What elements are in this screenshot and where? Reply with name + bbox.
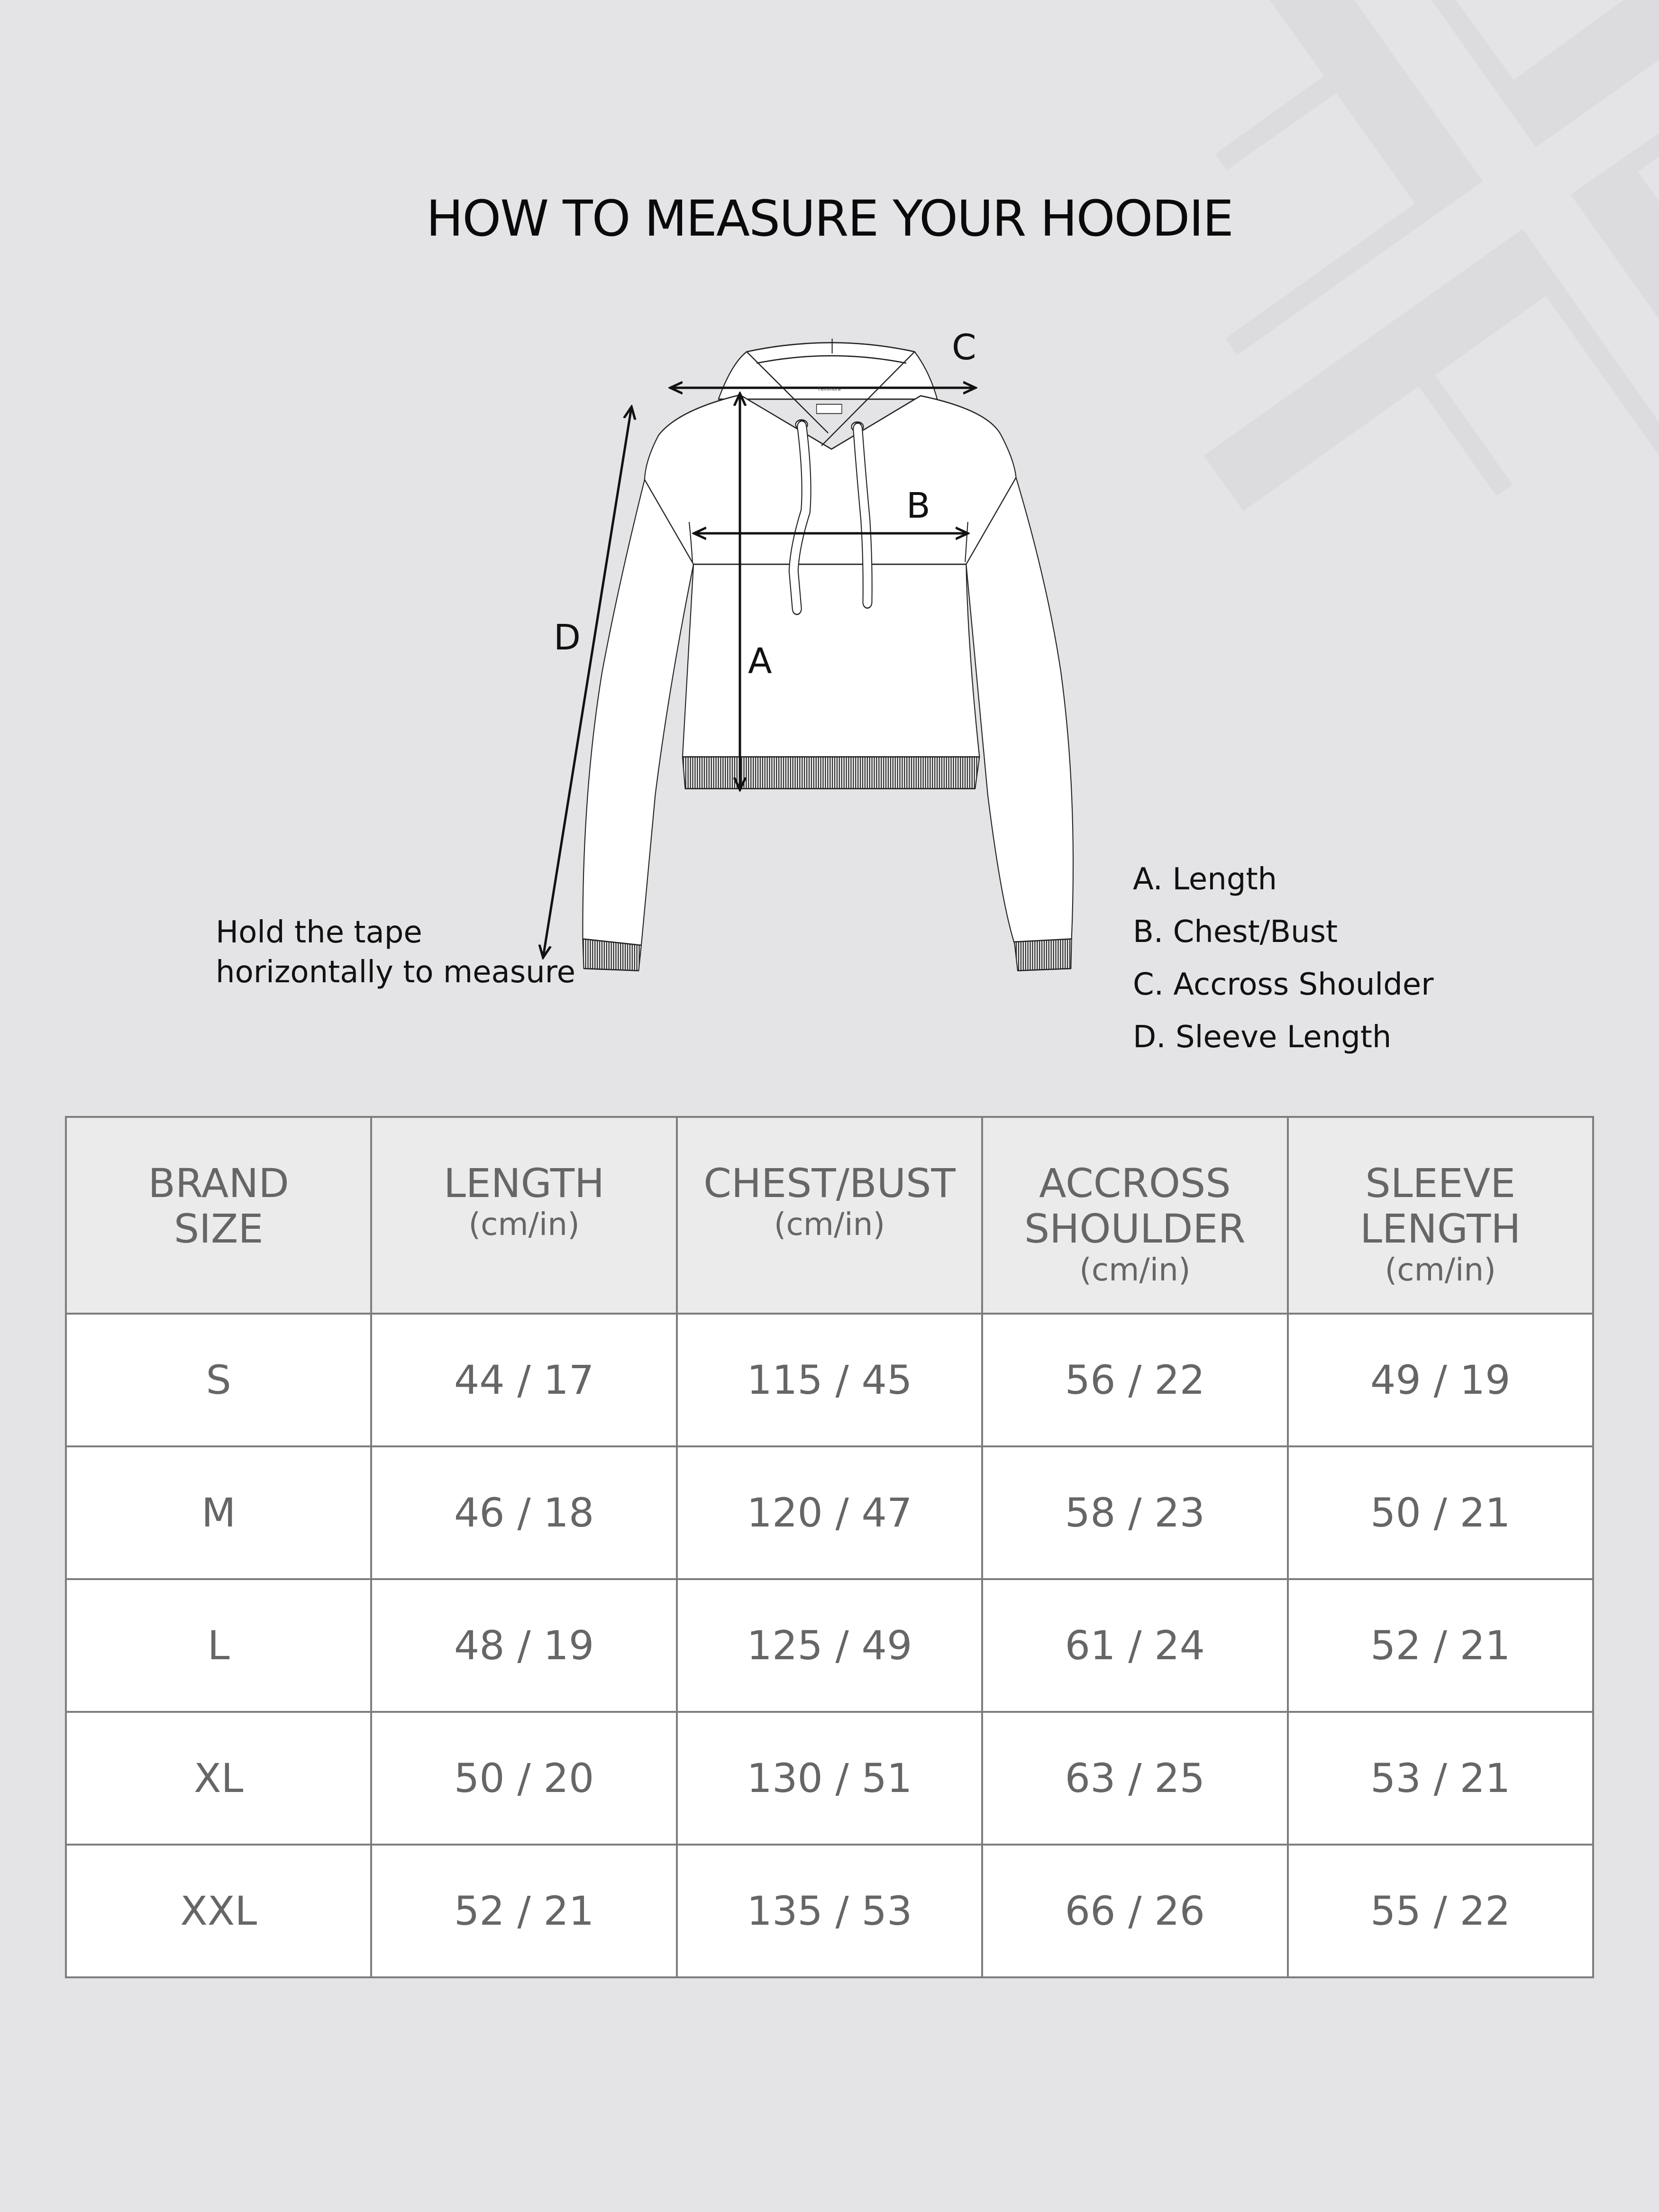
measurement-cell: 63 / 25	[981, 1711, 1289, 1846]
measurement-cell: 50 / 21	[1286, 1445, 1595, 1580]
column-header-label: SLEEVE	[1365, 1160, 1516, 1207]
measurement-cell: 49 / 19	[1286, 1313, 1595, 1447]
legend-item-length: A. Length	[1133, 862, 1277, 897]
hoodie-tag-text: Femmora	[818, 387, 840, 392]
arrow-d	[543, 408, 631, 957]
watermark-logo	[1203, 0, 1659, 512]
label-a: A	[748, 641, 772, 682]
measurement-cell: 61 / 24	[981, 1578, 1289, 1713]
column-header: LENGTH (cm/in)	[370, 1116, 678, 1315]
table-row: S 44 / 17 115 / 45 56 / 22 49 / 19	[64, 1313, 1595, 1447]
measurement-legend: A. Length B. Chest/Bust C. Accross Shoul…	[1133, 853, 1434, 1064]
measurement-cell: 55 / 22	[1286, 1844, 1595, 1978]
size-cell: L	[64, 1578, 373, 1713]
label-c: C	[952, 327, 976, 368]
label-b: B	[906, 485, 930, 526]
label-d: D	[554, 617, 581, 658]
column-header-label: LENGTH	[1360, 1206, 1521, 1252]
hoodie-drawing	[582, 338, 1074, 971]
size-cell: XL	[64, 1711, 373, 1846]
measurement-cell: 66 / 26	[981, 1844, 1289, 1978]
column-header-unit: (cm/in)	[1385, 1252, 1496, 1288]
header-row: BRAND SIZE LENGTH (cm/in) CHEST/BUST (cm/in) A…	[64, 1116, 1595, 1315]
column-header: SLEEVE LENGTH (cm/in)	[1286, 1116, 1595, 1315]
column-header-label: BRAND	[148, 1160, 289, 1207]
measurement-cell: 120 / 47	[675, 1445, 984, 1580]
column-header: CHEST/BUST (cm/in)	[675, 1116, 984, 1315]
column-header-unit: (cm/in)	[468, 1206, 580, 1243]
column-header-unit: (cm/in)	[774, 1206, 885, 1243]
column-header-label: ACCROSS	[1039, 1160, 1231, 1207]
measurement-cell: 52 / 21	[370, 1844, 678, 1978]
page-title: HOW TO MEASURE YOUR HOODIE	[426, 190, 1234, 247]
legend-item-sleeve: D. Sleeve Length	[1133, 1020, 1392, 1055]
table-row: M 46 / 18 120 / 47 58 / 23 50 / 21	[64, 1445, 1595, 1580]
table-row: L 48 / 19 125 / 49 61 / 24 52 / 21	[64, 1578, 1595, 1713]
measurement-cell: 135 / 53	[675, 1844, 984, 1978]
measurement-cell: 44 / 17	[370, 1313, 678, 1447]
column-header-unit: (cm/in)	[1079, 1252, 1191, 1288]
column-header: ACCROSS SHOULDER (cm/in)	[981, 1116, 1289, 1315]
legend-item-shoulder: C. Accross Shoulder	[1133, 967, 1434, 1002]
column-header-label: CHEST/BUST	[703, 1160, 956, 1207]
measurement-cell: 115 / 45	[675, 1313, 984, 1447]
column-header-label: SHOULDER	[1024, 1206, 1246, 1252]
measurement-cell: 56 / 22	[981, 1313, 1289, 1447]
size-cell: XXL	[64, 1844, 373, 1978]
measurement-cell: 130 / 51	[675, 1711, 984, 1846]
measurement-cell: 53 / 21	[1286, 1711, 1595, 1846]
measurement-cell: 58 / 23	[981, 1445, 1289, 1580]
measurement-arrows	[543, 388, 975, 957]
measurement-cell: 46 / 18	[370, 1445, 678, 1580]
table-row: XL 50 / 20 130 / 51 63 / 25 53 / 21	[64, 1711, 1595, 1846]
hint-line-2: horizontally to measure	[216, 955, 575, 990]
size-cell: S	[64, 1313, 373, 1447]
legend-item-chest: B. Chest/Bust	[1133, 914, 1338, 950]
column-header-label: SIZE	[173, 1206, 264, 1252]
measurement-cell: 50 / 20	[370, 1711, 678, 1846]
measurement-cell: 48 / 19	[370, 1578, 678, 1713]
size-chart-table: BRAND SIZE LENGTH (cm/in) CHEST/BUST (cm/in) A…	[64, 1116, 1595, 1978]
table-row: XXL 52 / 21 135 / 53 66 / 26 55 / 22	[64, 1844, 1595, 1978]
column-header: BRAND SIZE	[64, 1116, 373, 1315]
column-header-label: LENGTH	[443, 1160, 605, 1207]
size-cell: M	[64, 1445, 373, 1580]
measurement-cell: 125 / 49	[675, 1578, 984, 1713]
measure-hint: Hold the tape horizontally to measure	[216, 913, 575, 992]
measurement-cell: 52 / 21	[1286, 1578, 1595, 1713]
hint-line-1: Hold the tape	[216, 915, 422, 950]
